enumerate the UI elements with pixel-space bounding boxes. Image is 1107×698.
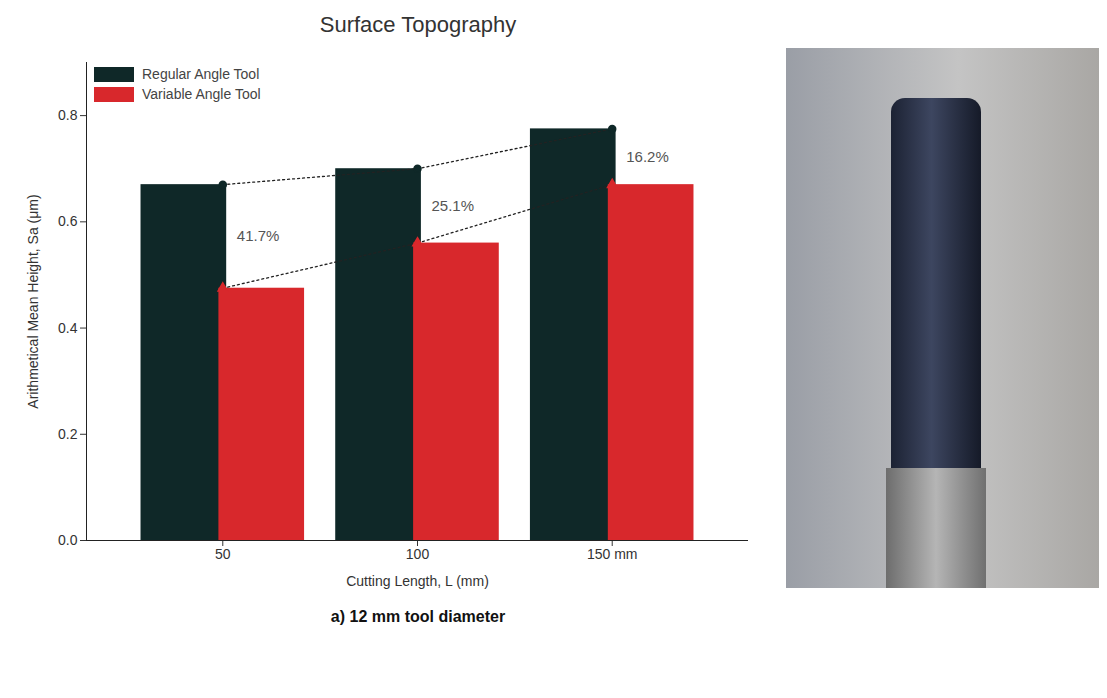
svg-text:0.6: 0.6: [58, 213, 78, 229]
svg-text:0.0: 0.0: [58, 532, 78, 548]
html-text:Variable Angle Tool: Variable Angle Tool: [142, 86, 261, 102]
svg-text:0.4: 0.4: [58, 320, 78, 336]
html-text:Regular Angle Tool: Regular Angle Tool: [142, 66, 260, 82]
html-text:a) 12 mm tool diameter: a) 12 mm tool diameter: [330, 608, 506, 625]
svg-text:100: 100: [406, 546, 430, 562]
svg-text:Arithmetical Mean Height, Sa (: Arithmetical Mean Height, Sa (μm): [25, 194, 41, 408]
svg-text:25.1%: 25.1%: [432, 197, 475, 214]
svg-text:41.7%: 41.7%: [237, 227, 280, 244]
svg-text:0.2: 0.2: [58, 426, 78, 442]
svg-text:Cutting Length, L (mm): Cutting Length, L (mm): [346, 573, 489, 589]
svg-text:150 mm: 150 mm: [587, 546, 638, 562]
svg-text:50: 50: [215, 546, 231, 562]
svg-text:16.2%: 16.2%: [626, 148, 669, 165]
svg-text:0.8: 0.8: [58, 107, 78, 123]
html-text:Surface Topography: Surface Topography: [319, 12, 517, 37]
